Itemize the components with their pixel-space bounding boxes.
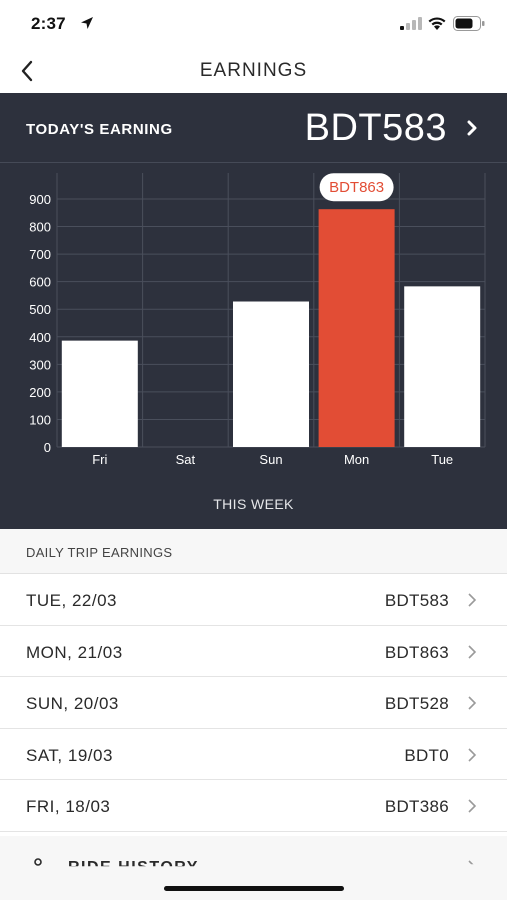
todays-earning-label: TODAY'S EARNING xyxy=(26,121,173,138)
chart-caption: THIS WEEK xyxy=(213,496,294,512)
trip-row-fri[interactable]: FRI, 18/03 BDT386 xyxy=(0,780,507,832)
nav-bar: EARNINGS xyxy=(0,50,507,93)
trip-row-mon[interactable]: MON, 21/03 BDT863 xyxy=(0,625,507,678)
y-tick-label: 500 xyxy=(29,302,51,317)
trip-row-sun[interactable]: SUN, 20/03 BDT528 xyxy=(0,677,507,729)
x-tick-label: Sat xyxy=(176,452,196,467)
trip-row-tue[interactable]: TUE, 22/03 BDT583 xyxy=(0,574,507,626)
chevron-right-icon xyxy=(468,645,477,659)
status-bar: 2:37 xyxy=(0,0,507,50)
x-tick-label: Tue xyxy=(431,452,453,467)
trip-amount: BDT583 xyxy=(384,591,449,610)
back-button[interactable] xyxy=(12,56,42,86)
x-tick-label: Mon xyxy=(344,452,369,467)
trip-date: MON, 21/03 xyxy=(26,642,123,662)
trip-row-sat[interactable]: SAT, 19/03 BDT0 xyxy=(0,728,507,781)
daily-trip-list: TUE, 22/03 BDT583 MON, 21/03 BDT863 SUN,… xyxy=(0,574,507,832)
trip-date: SUN, 20/03 xyxy=(26,694,119,714)
trip-amount: BDT0 xyxy=(404,745,449,765)
chevron-right-icon xyxy=(468,748,477,762)
location-arrow-icon xyxy=(81,17,93,29)
bar-mon xyxy=(318,209,395,447)
y-tick-label: 700 xyxy=(29,247,51,262)
y-tick-label: 100 xyxy=(29,412,51,427)
page-title: EARNINGS xyxy=(199,60,308,81)
y-tick-label: 300 xyxy=(29,357,51,372)
y-tick-label: 400 xyxy=(29,330,51,345)
pin-icon xyxy=(34,858,42,866)
todays-earning-value: BDT583 xyxy=(304,107,447,149)
chevron-right-icon xyxy=(468,593,477,607)
home-indicator xyxy=(164,886,344,891)
list-header-label: DAILY TRIP EARNINGS xyxy=(26,545,173,560)
chevron-right-icon xyxy=(467,860,477,874)
bar-sun xyxy=(233,301,309,447)
bar-fri xyxy=(61,340,138,447)
earnings-panel: TODAY'S EARNING BDT583 0 100 200 300 400 500 6… xyxy=(0,93,507,529)
cellular-signal-icon xyxy=(400,17,422,30)
list-header: DAILY TRIP EARNINGS xyxy=(0,529,507,574)
chevron-left-icon xyxy=(21,60,33,82)
weekly-earnings-chart: 0 100 200 300 400 500 600 700 800 900 Fri Sat Sun Mon… xyxy=(0,173,507,503)
trip-amount: BDT863 xyxy=(384,642,449,662)
y-tick-label: 900 xyxy=(29,192,51,207)
highlight-tooltip xyxy=(319,173,394,202)
y-tick-label: 0 xyxy=(44,440,51,455)
wifi-icon xyxy=(428,17,446,30)
status-time: 2:37 xyxy=(31,14,66,33)
x-tick-label: Sun xyxy=(259,452,282,467)
trip-amount: BDT528 xyxy=(384,694,449,714)
trip-date: SAT, 19/03 xyxy=(26,745,113,765)
chevron-right-icon xyxy=(467,120,477,136)
y-tick-label: 600 xyxy=(29,275,51,290)
highlight-tooltip-label: BDT863 xyxy=(329,179,384,196)
x-tick-label: Fri xyxy=(92,452,107,467)
weekly-bar-chart: 0 100 200 300 400 500 600 700 800 900 Fri Sat Sun Mon… xyxy=(29,173,486,467)
y-tick-label: 800 xyxy=(29,220,51,235)
chevron-right-icon xyxy=(468,696,477,710)
trip-amount: BDT386 xyxy=(384,797,449,817)
y-tick-label: 200 xyxy=(29,385,51,400)
trip-date: TUE, 22/03 xyxy=(26,591,117,610)
trip-date: FRI, 18/03 xyxy=(26,797,111,817)
ride-history-label: RIDE HISTORY xyxy=(68,859,199,876)
bar-tue xyxy=(404,286,481,447)
battery-icon xyxy=(453,16,485,31)
chevron-right-icon xyxy=(468,799,477,813)
todays-earning-row[interactable]: TODAY'S EARNING BDT583 xyxy=(0,93,507,163)
